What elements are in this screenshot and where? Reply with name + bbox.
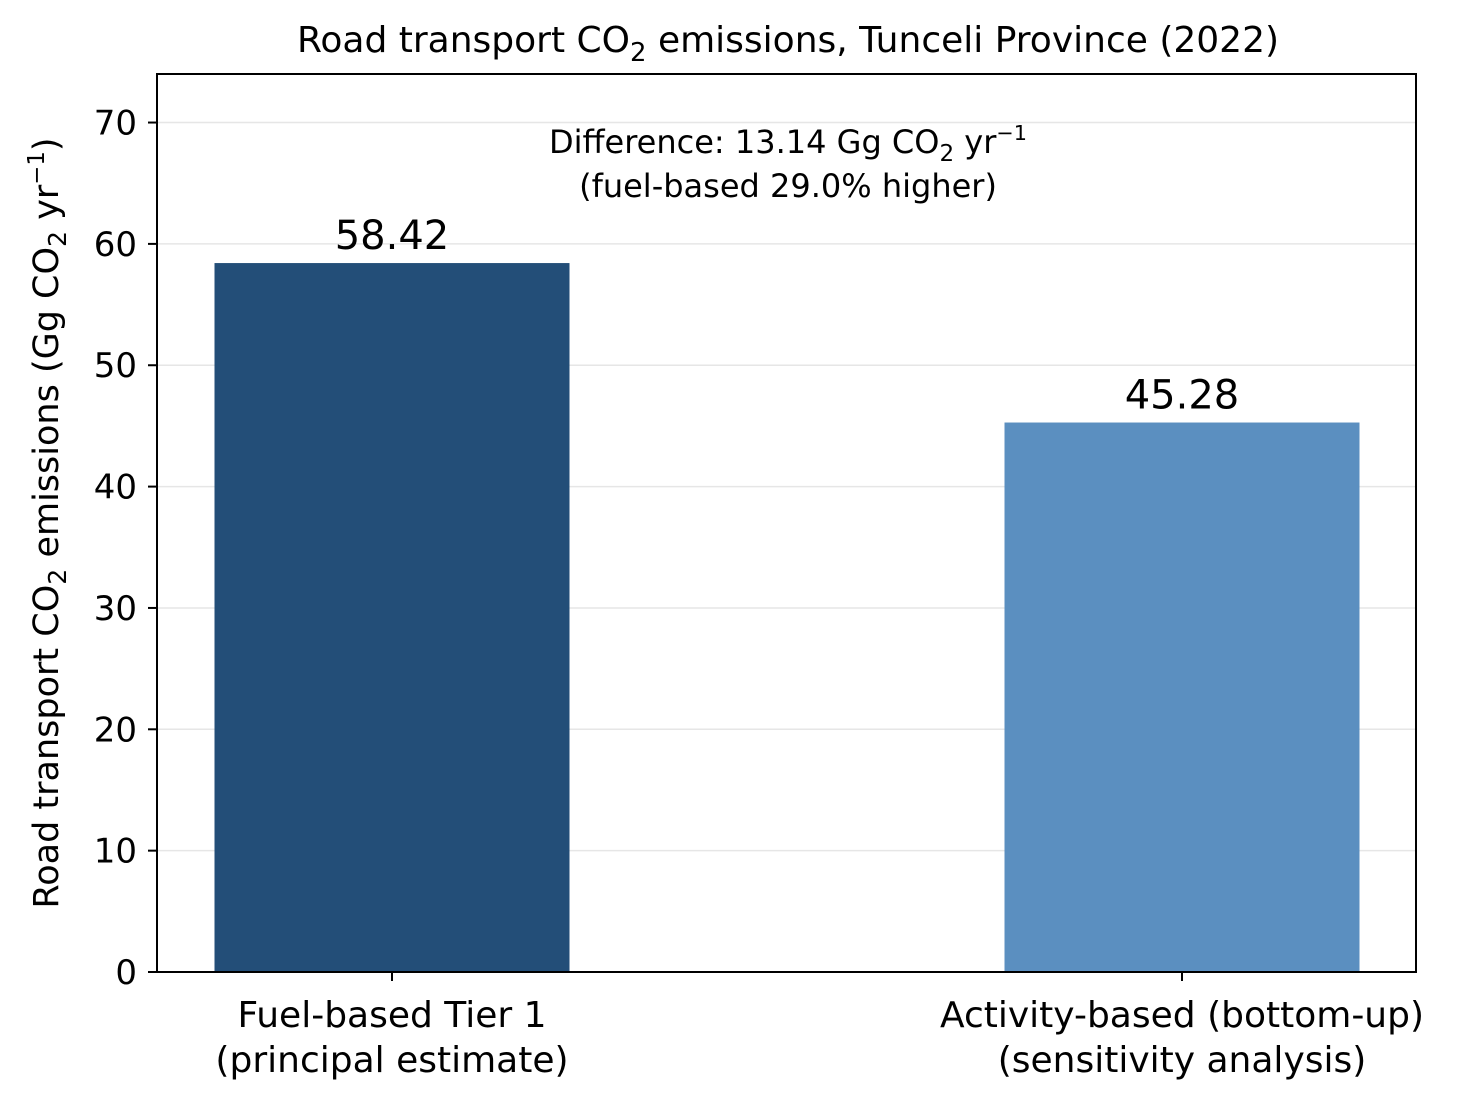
x-axis-ticks: Fuel-based Tier 1(principal estimate) Act… (215, 972, 1424, 1081)
chart-title: Road transport CO2 emissions, Tunceli Pr… (297, 20, 1279, 68)
bar-value-label: 45.28 (1125, 373, 1240, 419)
y-tick-label: 10 (94, 832, 137, 872)
y-tick-label: 30 (94, 589, 137, 629)
x-category-sublabel: (sensitivity analysis) (998, 1040, 1367, 1081)
y-tick-label: 50 (94, 346, 137, 386)
x-category-sublabel: (principal estimate) (215, 1040, 568, 1081)
y-tick-label: 0 (115, 953, 137, 993)
difference-annotation: Difference: 13.14 Gg CO2 yr−1 (fuel-base… (549, 121, 1027, 205)
annotation-line-2: (fuel-based 29.0% higher) (579, 167, 997, 205)
y-tick-label: 60 (94, 225, 137, 265)
y-axis-label: Road transport CO2 emissions (Gg CO2 yr−… (24, 137, 72, 908)
bar-1 (214, 263, 570, 972)
y-tick-label: 40 (94, 468, 137, 508)
y-axis-ticks: 0 10 20 30 40 50 60 70 (94, 104, 157, 993)
y-tick-label: 20 (94, 710, 137, 750)
value-labels: 58.42 45.28 (335, 213, 1240, 418)
plot-frame (156, 73, 1417, 973)
bar-value-label: 58.42 (335, 213, 450, 259)
annotation-line-1: Difference: 13.14 Gg CO2 yr−1 (549, 121, 1027, 167)
x-category-label: Activity-based (bottom-up) (940, 995, 1424, 1036)
y-tick-label: 70 (94, 104, 137, 144)
x-category-label: Fuel-based Tier 1 (238, 995, 547, 1036)
bars (214, 263, 1360, 972)
bar-2 (1004, 422, 1360, 972)
